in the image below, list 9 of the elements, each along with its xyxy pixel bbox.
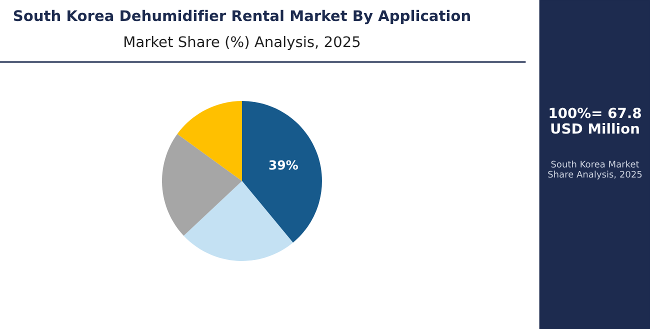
pie-slice (184, 181, 293, 261)
pie-slice (162, 134, 242, 236)
data-label: 39% (269, 160, 298, 170)
chart-title: South Korea Dehumidifier Rental Market By Application (14, 10, 470, 24)
text: South Korea Market Share Analysis, 2025 (548, 160, 642, 180)
pie-slice (177, 101, 242, 181)
text: 100%= 67.8 USD Million (550, 108, 641, 134)
pie-slice (242, 101, 322, 243)
chart-subtitle: Market Share (%) Analysis, 2025 (124, 36, 360, 50)
